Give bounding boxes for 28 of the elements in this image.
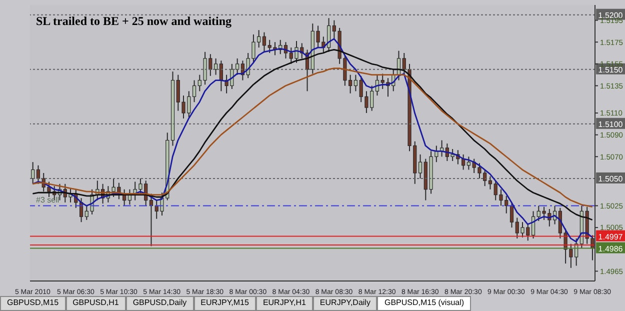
candlestick	[327, 18, 331, 52]
text: EURJPY,Daily	[312, 296, 378, 311]
text: EURJPY,M15	[194, 296, 256, 311]
annotation: SL trailed to BE + 25 now and waiting	[36, 14, 232, 29]
candlestick	[31, 162, 35, 184]
ref-line-label: 1.4997	[598, 232, 624, 242]
candlestick	[36, 164, 40, 184]
text: GBPUSD,Daily	[126, 296, 194, 311]
candlestick	[262, 32, 266, 52]
ref-line-label: 1.5050	[598, 174, 624, 184]
candlestick	[354, 74, 358, 92]
candlestick	[488, 176, 492, 190]
candlestick	[192, 80, 196, 103]
ref-line-label: 1.4986	[598, 244, 624, 254]
candlestick	[236, 58, 240, 76]
candlestick	[402, 52, 406, 76]
text: GBPUSD,M15	[0, 296, 66, 311]
candlestick	[418, 154, 422, 179]
candlestick	[466, 156, 470, 170]
text: EURJPY,H1	[256, 296, 313, 311]
ref-line-label: 1.5100	[598, 120, 624, 129]
line-series	[32, 49, 594, 221]
ref-line-label: #3 sell	[36, 196, 60, 205]
candlestick	[214, 58, 218, 76]
text: GBPUSD,H1	[66, 296, 126, 311]
candlestick	[219, 60, 223, 92]
candlestick	[510, 202, 514, 228]
text: GBPUSD,M15 (visual)	[377, 296, 472, 311]
